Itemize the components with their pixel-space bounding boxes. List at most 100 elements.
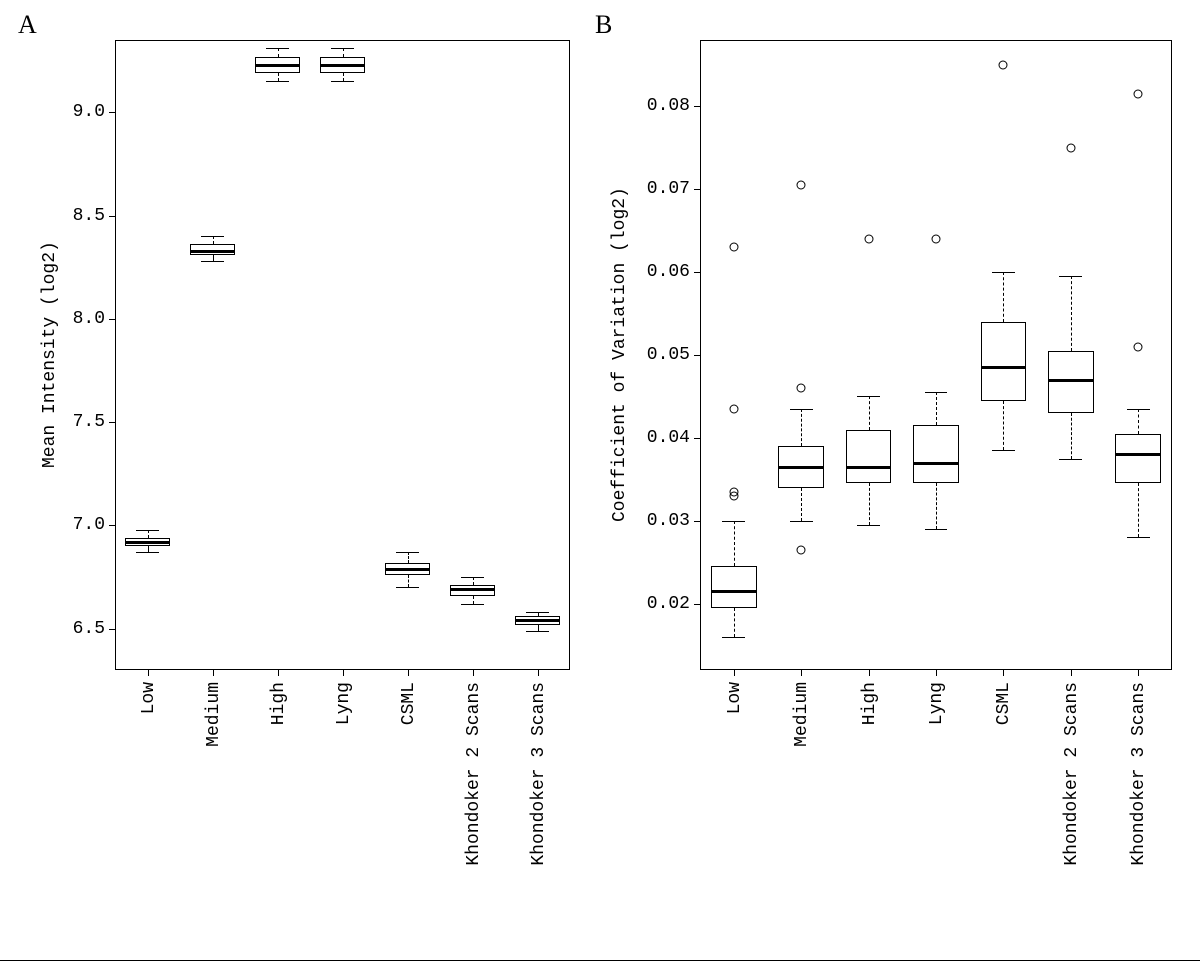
x-tick-label: Khondoker 3 Scans <box>529 682 549 866</box>
whisker-lower <box>801 488 802 521</box>
boxplot-median <box>711 590 757 593</box>
whisker-lower <box>343 73 344 81</box>
y-tick-label: 8.5 <box>55 206 105 226</box>
whisker-cap-lower <box>722 637 745 638</box>
x-tick-label: Khondoker 2 Scans <box>464 682 484 866</box>
outlier-point <box>797 384 806 393</box>
boxplot-box <box>1115 434 1161 484</box>
whisker-cap-upper <box>136 530 158 531</box>
whisker-upper <box>734 521 735 567</box>
whisker-upper <box>278 48 279 56</box>
x-tick-label: Low <box>725 682 745 714</box>
x-tick-label: Lyng <box>927 682 947 725</box>
boxplot-median <box>913 462 959 465</box>
whisker-cap-lower <box>1059 459 1082 460</box>
whisker-cap-upper <box>396 552 418 553</box>
whisker-cap-upper <box>1127 409 1150 410</box>
y-tick-mark <box>694 604 700 605</box>
boxplot-median <box>255 64 299 67</box>
x-tick-mark <box>1138 670 1139 676</box>
y-tick-mark <box>694 272 700 273</box>
outlier-point <box>1066 143 1075 152</box>
whisker-upper <box>1071 276 1072 351</box>
x-tick-label: Low <box>139 682 159 714</box>
y-tick-mark <box>109 629 115 630</box>
whisker-cap-upper <box>992 272 1015 273</box>
y-tick-label: 0.02 <box>640 594 690 614</box>
x-tick-label: Medium <box>792 682 812 747</box>
boxplot-median <box>981 366 1027 369</box>
boxplot-box <box>913 425 959 483</box>
x-tick-label: Khondoker 3 Scans <box>1129 682 1149 866</box>
y-tick-mark <box>109 216 115 217</box>
x-tick-label: High <box>269 682 289 725</box>
whisker-upper <box>1003 272 1004 322</box>
boxplot-median <box>1048 379 1094 382</box>
plot-area-a <box>115 40 570 670</box>
x-tick-mark <box>408 670 409 676</box>
boxplot-median <box>125 541 169 544</box>
y-tick-mark <box>694 438 700 439</box>
outlier-point <box>1134 89 1143 98</box>
whisker-cap-upper <box>526 612 548 613</box>
outlier-point <box>797 181 806 190</box>
whisker-upper <box>148 530 149 538</box>
y-tick-label: 9.0 <box>55 102 105 122</box>
y-tick-mark <box>694 355 700 356</box>
whisker-cap-upper <box>201 236 223 237</box>
boxplot-median <box>385 568 429 571</box>
whisker-lower <box>869 483 870 524</box>
whisker-cap-upper <box>925 392 948 393</box>
outlier-point <box>932 234 941 243</box>
whisker-cap-upper <box>331 48 353 49</box>
x-tick-label: CSML <box>399 682 419 725</box>
bottom-rule <box>0 960 1200 961</box>
y-tick-mark <box>109 319 115 320</box>
x-tick-mark <box>801 670 802 676</box>
x-tick-mark <box>213 670 214 676</box>
whisker-lower <box>1003 401 1004 451</box>
whisker-upper <box>213 236 214 244</box>
x-tick-mark <box>538 670 539 676</box>
whisker-lower <box>278 73 279 81</box>
boxplot-median <box>190 250 234 253</box>
boxplot-box <box>1048 351 1094 413</box>
x-tick-mark <box>343 670 344 676</box>
y-tick-mark <box>109 112 115 113</box>
whisker-cap-upper <box>790 409 813 410</box>
whisker-cap-lower <box>526 631 548 632</box>
y-tick-label: 8.0 <box>55 309 105 329</box>
boxplot-median <box>1115 453 1161 456</box>
whisker-cap-lower <box>857 525 880 526</box>
x-tick-mark <box>1003 670 1004 676</box>
x-tick-label: CSML <box>994 682 1014 725</box>
whisker-lower <box>408 575 409 587</box>
x-tick-mark <box>148 670 149 676</box>
boxplot-box <box>711 566 757 607</box>
figure: A B Mean Intensity (log2) Coefficient of… <box>0 0 1200 966</box>
outlier-point <box>729 487 738 496</box>
x-tick-mark <box>936 670 937 676</box>
panel-letter-a: A <box>18 10 37 40</box>
y-tick-label: 0.08 <box>640 96 690 116</box>
y-tick-mark <box>109 422 115 423</box>
y-tick-mark <box>694 189 700 190</box>
y-tick-mark <box>109 525 115 526</box>
y-tick-label: 6.5 <box>55 619 105 639</box>
outlier-point <box>729 404 738 413</box>
whisker-cap-lower <box>266 81 288 82</box>
whisker-cap-lower <box>1127 537 1150 538</box>
x-tick-mark <box>473 670 474 676</box>
plot-area-b <box>700 40 1172 670</box>
whisker-lower <box>936 483 937 529</box>
x-tick-label: Lyng <box>334 682 354 725</box>
x-tick-mark <box>1071 670 1072 676</box>
whisker-cap-upper <box>722 521 745 522</box>
whisker-cap-lower <box>992 450 1015 451</box>
whisker-cap-lower <box>396 587 418 588</box>
y-tick-label: 0.06 <box>640 262 690 282</box>
boxplot-box <box>981 322 1027 401</box>
whisker-cap-lower <box>461 604 483 605</box>
whisker-upper <box>801 409 802 446</box>
whisker-cap-lower <box>331 81 353 82</box>
